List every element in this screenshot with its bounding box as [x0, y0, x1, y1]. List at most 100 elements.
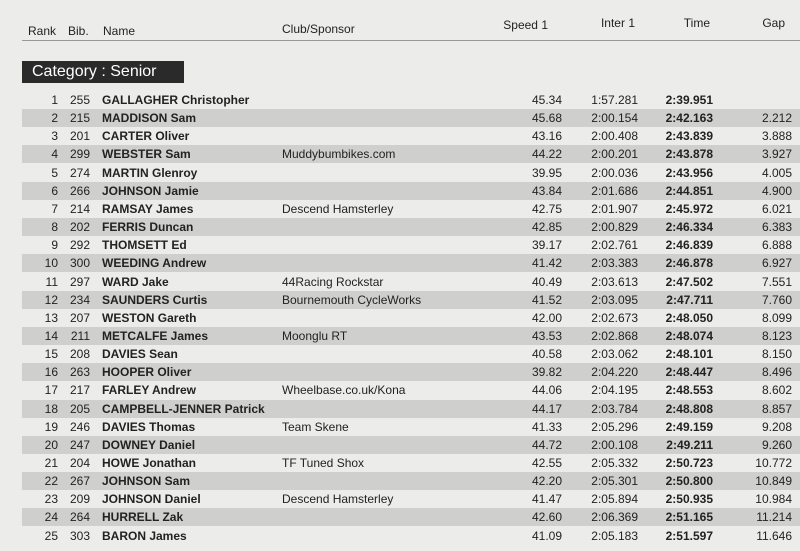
row-stripe [22, 181, 800, 200]
cell-bib: 211 [70, 328, 90, 343]
cell-speed: 44.22 [531, 147, 562, 162]
cell-name: BARON James [102, 528, 187, 543]
cell-time: 2:47.502 [665, 274, 713, 289]
cell-bib: 215 [69, 111, 90, 126]
cell-bib: 297 [69, 274, 90, 289]
cell-inter: 2:00.201 [591, 147, 638, 162]
cell-rank: 4 [51, 147, 58, 162]
cell-name: THOMSETT Ed [102, 238, 187, 253]
cell-inter: 2:05.332 [591, 456, 638, 470]
cell-bib: 217 [69, 383, 90, 398]
cell-inter: 2:06.369 [591, 510, 638, 525]
cell-time: 2:44.851 [665, 183, 713, 198]
cell-gap: 2.212 [761, 111, 792, 126]
cell-name: HOWE Jonathan [102, 456, 197, 470]
cell-time: 2:46.878 [665, 256, 713, 271]
cell-club: 44Racing Rockstar [282, 274, 384, 289]
cell-gap: 8.150 [761, 347, 792, 362]
cell-time: 2:49.211 [666, 437, 713, 452]
cell-rank: 9 [51, 238, 58, 253]
cell-rank: 18 [44, 401, 58, 416]
cell-speed: 45.34 [531, 93, 562, 107]
cell-gap: 8.857 [761, 401, 792, 416]
header-gap: Gap [762, 16, 785, 30]
cell-club: Descend Hamsterley [282, 201, 394, 216]
cell-bib: 267 [69, 474, 90, 489]
cell-name: MADDISON Sam [102, 111, 197, 126]
cell-bib: 201 [69, 129, 90, 144]
cell-time: 2:43.839 [665, 129, 713, 144]
cell-speed: 41.33 [531, 419, 562, 434]
cell-time: 2:50.800 [665, 474, 713, 489]
cell-rank: 5 [51, 165, 58, 180]
cell-time: 2:46.334 [665, 220, 713, 235]
cell-gap: 7.760 [761, 292, 792, 307]
cell-bib: 263 [69, 365, 90, 380]
cell-rank: 15 [44, 347, 58, 362]
cell-rank: 7 [51, 201, 58, 216]
cell-speed: 43.84 [531, 183, 562, 198]
cell-speed: 42.00 [531, 310, 562, 325]
cell-speed: 41.52 [531, 292, 562, 307]
cell-bib: 300 [69, 256, 90, 271]
header-inter: Inter 1 [600, 16, 635, 30]
row-stripe [22, 145, 800, 164]
cell-rank: 3 [51, 129, 58, 144]
header-name: Name [103, 24, 136, 38]
cell-rank: 20 [44, 437, 58, 452]
cell-time: 2:43.956 [665, 165, 713, 180]
cell-speed: 45.68 [531, 111, 562, 126]
cell-bib: 292 [69, 238, 90, 253]
header-club: Club/Sponsor [282, 22, 355, 36]
cell-name: HOOPER Oliver [102, 365, 192, 380]
cell-name: FERRIS Duncan [102, 220, 194, 235]
cell-inter: 2:02.761 [591, 238, 638, 253]
cell-time: 2:42.163 [665, 111, 713, 126]
cell-speed: 42.20 [531, 474, 562, 489]
cell-rank: 2 [51, 111, 58, 126]
cell-time: 2:49.159 [665, 419, 713, 434]
cell-gap: 8.123 [761, 328, 792, 343]
cell-bib: 234 [69, 292, 90, 307]
cell-rank: 17 [44, 383, 58, 398]
cell-bib: 303 [69, 528, 90, 543]
cell-gap: 10.849 [755, 474, 792, 489]
header-time: Time [683, 16, 710, 30]
cell-speed: 40.49 [531, 274, 562, 289]
cell-name: HURRELL Zak [102, 510, 184, 525]
cell-time: 2:47.711 [666, 292, 713, 307]
cell-name: WEEDING Andrew [102, 256, 207, 271]
cell-rank: 10 [44, 256, 58, 271]
cell-rank: 12 [44, 292, 58, 307]
cell-name: CARTER Oliver [102, 129, 190, 144]
cell-rank: 21 [44, 456, 58, 470]
cell-name: WESTON Gareth [102, 310, 197, 325]
cell-rank: 22 [44, 474, 58, 489]
cell-inter: 2:00.108 [591, 437, 638, 452]
cell-inter: 2:05.301 [591, 474, 638, 489]
row-stripe [22, 508, 800, 527]
cell-time: 2:48.074 [665, 328, 713, 343]
cell-speed: 42.75 [531, 201, 562, 216]
row-stripe [22, 254, 800, 273]
row-stripe [22, 109, 800, 128]
cell-name: GALLAGHER Christopher [102, 93, 250, 107]
cell-club: Descend Hamsterley [282, 492, 394, 507]
cell-bib: 246 [69, 419, 90, 434]
header-speed: Speed 1 [503, 18, 548, 32]
cell-inter: 2:03.383 [591, 256, 638, 271]
cell-inter: 2:04.195 [591, 383, 638, 398]
row-stripe [22, 290, 800, 309]
cell-speed: 41.09 [531, 528, 562, 543]
cell-gap: 9.260 [761, 437, 792, 452]
header-bib: Bib. [68, 24, 89, 38]
category-banner: Category : Senior [22, 61, 184, 83]
cell-club: Bournemouth CycleWorks [282, 292, 422, 307]
cell-rank: 13 [44, 310, 58, 325]
cell-speed: 39.82 [531, 365, 562, 380]
cell-speed: 42.85 [531, 220, 562, 235]
cell-gap: 9.208 [761, 419, 792, 434]
cell-speed: 39.95 [531, 165, 562, 180]
cell-bib: 247 [69, 437, 90, 452]
